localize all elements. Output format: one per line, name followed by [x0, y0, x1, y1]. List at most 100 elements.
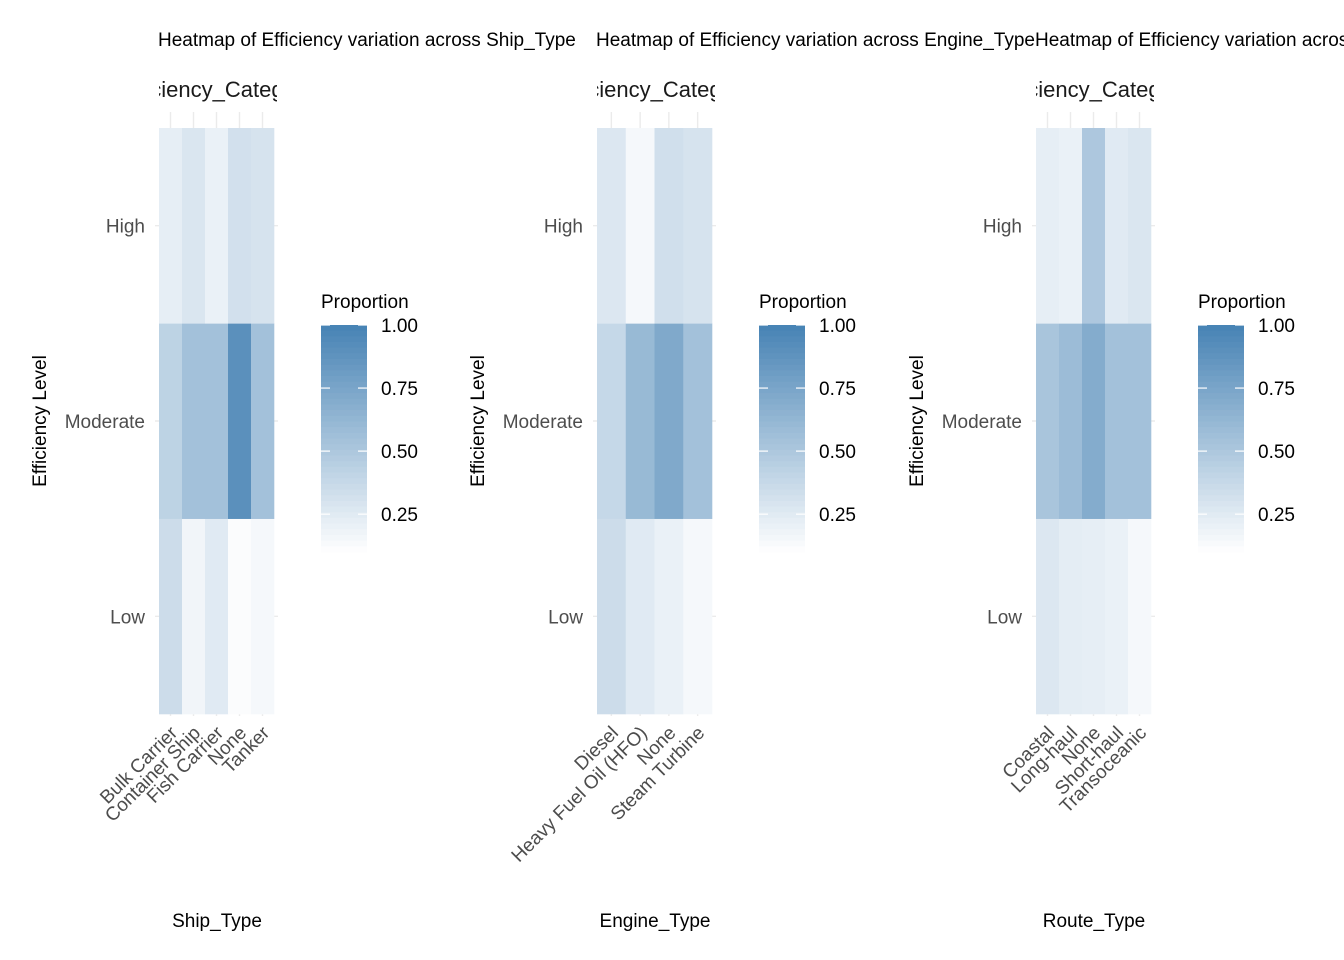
- legend-gradient-step: [759, 347, 805, 354]
- legend-gradient-step: [1198, 546, 1244, 553]
- legend-gradient-step: [1198, 415, 1244, 423]
- legend-gradient-step: [1198, 353, 1244, 360]
- legend-gradient-step: [759, 512, 805, 519]
- heatmap-cell: [228, 518, 252, 715]
- legend-gradient-step: [1198, 370, 1244, 377]
- y-tick-label: Moderate: [65, 412, 145, 433]
- legend-gradient-step: [1198, 398, 1244, 406]
- legend-gradient-step: [1198, 517, 1244, 525]
- legend-gradient-step: [321, 347, 367, 354]
- y-axis-title: Efficiency Level: [468, 355, 489, 487]
- legend-gradient-step: [321, 546, 367, 553]
- legend-gradient-step: [759, 489, 805, 496]
- legend-gradient-step: [1198, 478, 1244, 485]
- legend-gradient-step: [1198, 500, 1244, 508]
- legend-gradient-step: [759, 495, 805, 502]
- legend-gradient-step: [759, 529, 805, 536]
- chart-title: Heatmap of Efficiency variation across S…: [158, 30, 576, 51]
- legend-gradient-step: [1198, 359, 1244, 366]
- legend-gradient-step: [759, 523, 805, 530]
- legend-gradient-step: [1198, 461, 1244, 468]
- legend-gradient-step: [1198, 472, 1244, 479]
- legend-gradient-step: [759, 330, 805, 337]
- legend-gradient-step: [759, 478, 805, 485]
- legend-gradient-step: [1198, 376, 1244, 383]
- legend-gradient-step: [321, 398, 367, 406]
- legend-gradient-step: [1198, 506, 1244, 513]
- heatmap-cell: [1105, 323, 1129, 519]
- facet-strip: Efficiency_Category: [996, 77, 1191, 102]
- legend-gradient-step: [321, 336, 367, 343]
- heatmap-cell: [597, 518, 627, 715]
- legend-gradient-step: [321, 353, 367, 360]
- legend-gradient-step: [759, 517, 805, 525]
- heatmap-cell: [205, 323, 229, 519]
- legend-gradient-step: [1198, 455, 1244, 462]
- heatmap-cell: [228, 128, 252, 324]
- heatmap-cell: [625, 518, 655, 715]
- legend-gradient-step: [759, 387, 805, 394]
- heatmap-cell: [654, 323, 684, 519]
- legend-gradient-step: [759, 444, 805, 451]
- legend-gradient-step: [321, 455, 367, 462]
- legend-gradient-step: [759, 325, 805, 332]
- legend-gradient-step: [1198, 336, 1244, 343]
- legend-gradient-step: [759, 472, 805, 479]
- legend-tick-label: 0.25: [1258, 505, 1295, 526]
- legend-gradient-step: [321, 489, 367, 496]
- legend-gradient-step: [759, 455, 805, 462]
- heatmap-cell: [205, 518, 229, 715]
- legend-gradient-step: [759, 506, 805, 513]
- legend-gradient-step: [321, 387, 367, 394]
- legend-gradient-step: [759, 415, 805, 423]
- legend-gradient-step: [321, 370, 367, 377]
- legend-gradient-step: [321, 427, 367, 434]
- facet-strip-label: Efficiency_Category: [996, 77, 1191, 102]
- legend-gradient-step: [321, 444, 367, 451]
- legend-gradient-step: [759, 421, 805, 428]
- heatmap-cell: [654, 128, 684, 324]
- legend-gradient-step: [759, 370, 805, 377]
- facet-strip-label: Efficiency_Category: [557, 77, 752, 102]
- legend-gradient-step: [321, 376, 367, 383]
- legend-gradient-step: [1198, 529, 1244, 536]
- heatmap-panel-3: Heatmap of Efficiency variation across R…: [907, 30, 1344, 932]
- heatmap-cell: [683, 323, 713, 519]
- heatmap-cell: [597, 323, 627, 519]
- heatmap-panel-1: Heatmap of Efficiency variation across S…: [30, 30, 576, 932]
- legend-title: Proportion: [759, 292, 847, 313]
- legend-gradient-step: [759, 534, 805, 542]
- legend-gradient-step: [759, 500, 805, 508]
- heatmap-cell: [1059, 323, 1083, 519]
- heatmap-cell: [1082, 323, 1106, 519]
- heatmap-cell: [251, 128, 275, 324]
- legend-gradient-step: [321, 495, 367, 502]
- legend-gradient-step: [759, 393, 805, 400]
- legend-gradient-step: [1198, 444, 1244, 451]
- legend-gradient-step: [1198, 393, 1244, 400]
- y-tick-label: Low: [987, 607, 1022, 628]
- legend-gradient-step: [1198, 534, 1244, 542]
- legend-gradient-step: [759, 381, 805, 389]
- heatmap-cell: [1128, 323, 1152, 519]
- heatmap-cell: [205, 128, 229, 324]
- legend-gradient-step: [321, 410, 367, 417]
- legend-gradient-step: [759, 398, 805, 406]
- legend-gradient-step: [1198, 512, 1244, 519]
- heatmap-cell: [1105, 518, 1129, 715]
- legend-gradient-step: [321, 325, 367, 332]
- heatmap-cell: [625, 128, 655, 324]
- legend-gradient-step: [759, 364, 805, 371]
- legend-tick-label: 0.75: [819, 379, 856, 400]
- heatmap-cell: [1059, 128, 1083, 324]
- legend-gradient-step: [321, 472, 367, 479]
- y-tick-label: High: [106, 217, 145, 238]
- heatmap-cell: [159, 323, 183, 519]
- y-tick-label: High: [983, 217, 1022, 238]
- legend: Proportion 0.25 0.50 0.75 1.00: [321, 292, 418, 553]
- legend-gradient-step: [321, 359, 367, 366]
- y-axis-title: Efficiency Level: [907, 355, 928, 487]
- heatmap-cell: [683, 128, 713, 324]
- chart-title: Heatmap of Efficiency variation across E…: [596, 30, 1035, 51]
